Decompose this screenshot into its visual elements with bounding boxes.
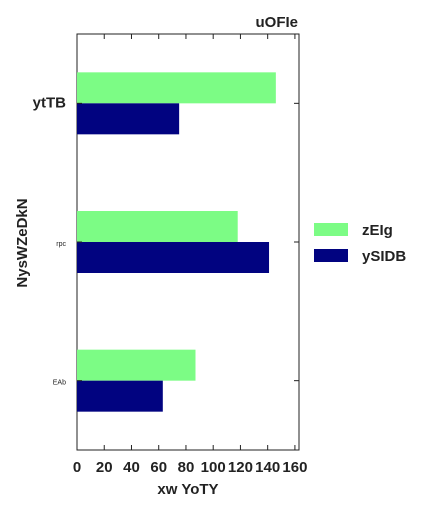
x-tick-label: 140 [255, 459, 280, 476]
y-tick-label: EAb [53, 380, 66, 387]
x-tick-label: 100 [201, 459, 226, 476]
chart-title: uOFIe [255, 14, 298, 31]
legend-swatch-ySIDB [314, 249, 348, 262]
legend-swatch-zEIg [314, 223, 348, 236]
bars [77, 72, 276, 412]
y-tick-label: ytTB [33, 94, 67, 111]
bar-ySIDB-rpc [77, 242, 270, 273]
legend: zEIg ySIDB [314, 222, 406, 265]
bar-ySIDB-ytTB [77, 103, 180, 135]
x-tick-label: 160 [282, 459, 307, 476]
x-tick-label: 60 [150, 459, 167, 476]
y-ticks: ytTB rpc EAb [33, 94, 299, 387]
bar-zEIg-ytTB [77, 72, 276, 104]
bar-zEIg-rpc [77, 211, 238, 242]
y-tick-label: rpc [56, 241, 66, 248]
bar-ySIDB-EAb [77, 380, 163, 412]
x-tick-label: 120 [228, 459, 253, 476]
x-tick-label: 40 [123, 459, 140, 476]
x-tick-label: 0 [73, 459, 81, 476]
legend-label-ySIDB: ySIDB [362, 248, 406, 265]
y-axis-label: NysWZeDkN [14, 198, 31, 287]
x-axis-label: xw YoTY [157, 481, 218, 498]
x-ticks: 0 20 40 60 80 100 120 140 160 [73, 34, 307, 476]
x-tick-label: 20 [96, 459, 113, 476]
x-tick-label: 80 [178, 459, 195, 476]
legend-label-zEIg: zEIg [362, 222, 393, 239]
bar-zEIg-EAb [77, 349, 196, 381]
